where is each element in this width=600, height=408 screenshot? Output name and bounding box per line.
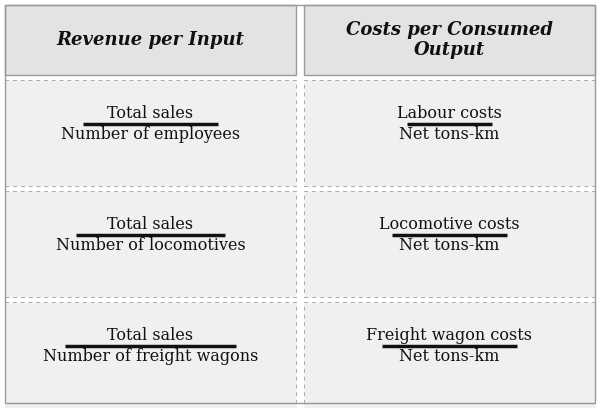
Text: Net tons-km: Net tons-km — [400, 237, 500, 254]
Text: Number of locomotives: Number of locomotives — [56, 237, 245, 254]
Text: Number of freight wagons: Number of freight wagons — [43, 348, 258, 365]
Bar — [5, 5, 296, 75]
Text: Net tons-km: Net tons-km — [400, 126, 500, 143]
Bar — [304, 80, 595, 186]
Text: Costs per Consumed
Output: Costs per Consumed Output — [346, 20, 553, 60]
Text: Labour costs: Labour costs — [397, 105, 502, 122]
Text: Number of employees: Number of employees — [61, 126, 240, 143]
Text: Total sales: Total sales — [107, 327, 194, 344]
Text: Revenue per Input: Revenue per Input — [56, 31, 245, 49]
Bar — [304, 191, 595, 297]
Bar — [5, 302, 296, 408]
Text: Freight wagon costs: Freight wagon costs — [367, 327, 533, 344]
Text: Total sales: Total sales — [107, 216, 194, 233]
Bar — [304, 5, 595, 75]
Bar — [304, 302, 595, 408]
Bar — [5, 191, 296, 297]
Bar — [5, 80, 296, 186]
Text: Locomotive costs: Locomotive costs — [379, 216, 520, 233]
Text: Total sales: Total sales — [107, 105, 194, 122]
Text: Net tons-km: Net tons-km — [400, 348, 500, 365]
